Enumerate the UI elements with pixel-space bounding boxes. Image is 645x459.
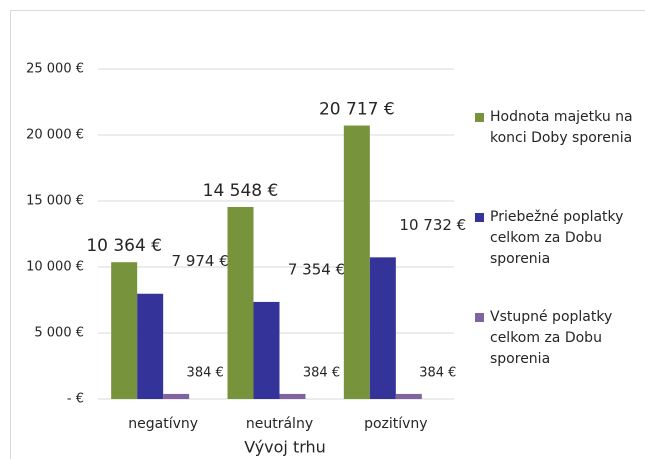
bar xyxy=(111,262,138,399)
value-label: 384 € xyxy=(187,365,224,380)
y-tick-label: - € xyxy=(67,392,84,407)
legend-swatch xyxy=(475,313,484,322)
value-label: 14 548 € xyxy=(203,181,279,201)
x-axis-title: Vývoj trhu xyxy=(244,438,326,457)
bar xyxy=(369,257,396,399)
y-tick-label: 20 000 € xyxy=(26,128,84,143)
bar xyxy=(343,125,370,400)
bar xyxy=(279,393,306,399)
legend-item: Hodnota majetku na konci Doby sporenia xyxy=(475,107,640,149)
legend-label: Vstupné poplatky celkom za Dobu sporenia xyxy=(490,309,613,367)
value-label: 384 € xyxy=(419,365,456,380)
bar xyxy=(395,393,422,399)
legend-label: Priebežné poplatky celkom za Dobu sporen… xyxy=(490,209,624,267)
y-tick-label: 15 000 € xyxy=(26,194,84,209)
bar xyxy=(163,393,190,399)
legend-swatch xyxy=(475,113,484,122)
y-tick-label: 5 000 € xyxy=(34,326,84,341)
value-label: 20 717 € xyxy=(319,100,395,120)
value-label: 10 364 € xyxy=(86,236,162,256)
x-tick-label: negatívny xyxy=(128,416,198,432)
legend-label: Hodnota majetku na konci Doby sporenia xyxy=(490,109,633,146)
bar xyxy=(137,293,164,399)
value-label: 7 354 € xyxy=(288,260,345,278)
chart-frame xyxy=(10,10,645,459)
y-tick-label: 10 000 € xyxy=(26,260,84,275)
x-tick-label: neutrálny xyxy=(246,416,313,432)
bar xyxy=(227,206,254,399)
y-tick-label: 25 000 € xyxy=(26,62,84,77)
bar xyxy=(253,301,280,399)
value-label: 10 732 € xyxy=(399,216,466,234)
legend-swatch xyxy=(475,213,484,222)
legend-item: Priebežné poplatky celkom za Dobu sporen… xyxy=(475,207,640,270)
x-tick-label: pozitívny xyxy=(364,416,428,432)
legend-item: Vstupné poplatky celkom za Dobu sporenia xyxy=(475,307,640,370)
value-label: 7 974 € xyxy=(172,252,229,270)
value-label: 384 € xyxy=(303,365,340,380)
